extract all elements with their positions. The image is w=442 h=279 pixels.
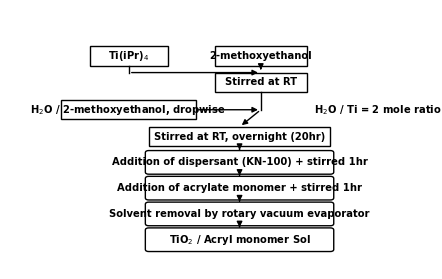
FancyBboxPatch shape	[145, 202, 334, 226]
FancyBboxPatch shape	[214, 46, 307, 66]
FancyBboxPatch shape	[214, 73, 307, 92]
FancyBboxPatch shape	[89, 46, 168, 66]
Text: Stirred at RT: Stirred at RT	[225, 77, 297, 87]
Text: H$_2$O / Ti = 2 mole ratio: H$_2$O / Ti = 2 mole ratio	[314, 103, 442, 117]
Text: H$_2$O / 2-methoxyethanol, dropwise: H$_2$O / 2-methoxyethanol, dropwise	[30, 103, 226, 117]
Text: TiO$_2$ / Acryl monomer Sol: TiO$_2$ / Acryl monomer Sol	[168, 233, 310, 247]
Text: Stirred at RT, overnight (20hr): Stirred at RT, overnight (20hr)	[154, 132, 325, 142]
FancyBboxPatch shape	[145, 228, 334, 252]
FancyBboxPatch shape	[145, 151, 334, 174]
Text: Addition of dispersant (KN-100) + stirred 1hr: Addition of dispersant (KN-100) + stirre…	[111, 157, 367, 167]
FancyBboxPatch shape	[149, 127, 330, 146]
Text: 2-methoxyethanol: 2-methoxyethanol	[210, 51, 312, 61]
FancyBboxPatch shape	[145, 176, 334, 200]
Text: Solvent removal by rotary vacuum evaporator: Solvent removal by rotary vacuum evapora…	[109, 209, 370, 219]
Text: Ti(iPr)$_4$: Ti(iPr)$_4$	[108, 49, 149, 63]
FancyBboxPatch shape	[61, 100, 196, 119]
Text: Addition of acrylate monomer + stirred 1hr: Addition of acrylate monomer + stirred 1…	[117, 183, 362, 193]
